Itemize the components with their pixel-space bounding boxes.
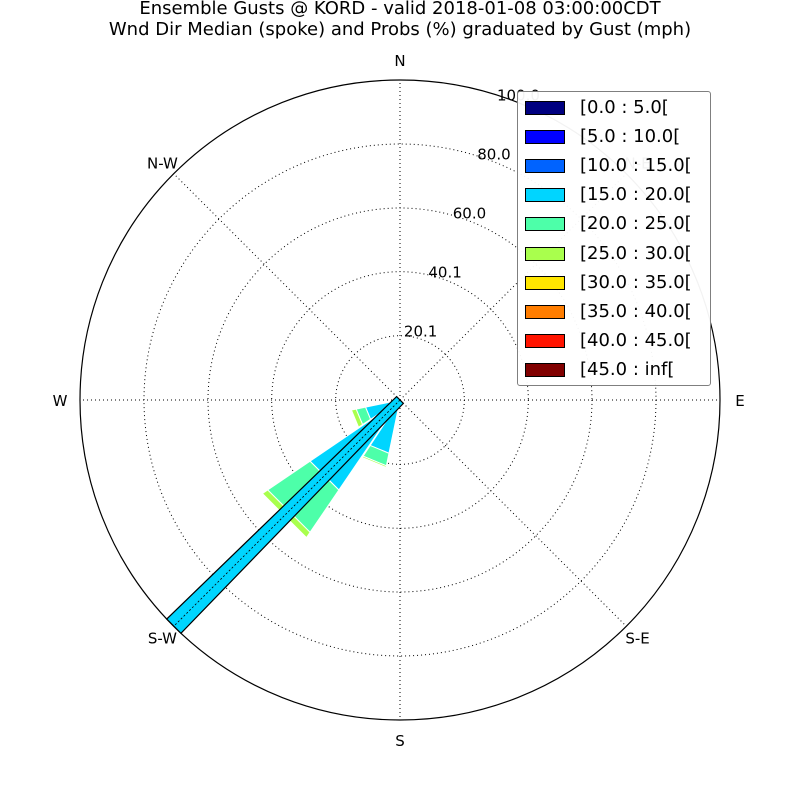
legend-swatch [525,275,565,290]
direction-label: N [394,52,405,70]
ring-gridline [207,207,593,593]
chart-subtitle: Wnd Dir Median (spoke) and Probs (%) gra… [108,19,692,40]
radial-gridline [173,173,401,401]
direction-label: S-E [625,630,649,648]
legend-entry: [20.0 : 25.0[ [525,213,692,235]
legend-swatch [525,334,565,349]
wind-sector-bar [350,408,364,428]
legend-label: [45.0 : inf[ [580,359,675,381]
legend-swatch [525,217,565,232]
radial-tick-label: 40.1 [428,263,461,281]
legend-label: [5.0 : 10.0[ [580,125,681,147]
legend-entry: [0.0 : 5.0[ [525,96,669,118]
legend-swatch [525,363,565,378]
radial-tick-label: 60.0 [453,205,486,223]
legend-entry: [10.0 : 15.0[ [525,154,692,176]
ring-gridline [143,143,657,657]
legend: [0.0 : 5.0[ [5.0 : 10.0[ [10.0 : 15.0[ [15.… [517,91,711,386]
legend-label: [10.0 : 15.0[ [580,154,692,176]
legend-label: [35.0 : 40.0[ [580,300,692,322]
direction-label: W [53,392,68,410]
legend-swatch [525,304,565,319]
direction-label: E [735,392,744,410]
chart-title: Ensemble Gusts @ KORD - valid 2018-01-08… [139,0,661,19]
direction-label: N-W [147,154,178,172]
legend-entry: [25.0 : 30.0[ [525,242,692,264]
ring-gridline [271,271,529,529]
radial-gridline [399,173,627,401]
direction-label: S-W [148,630,177,648]
legend-swatch [525,129,565,144]
legend-entry: [40.0 : 45.0[ [525,330,692,352]
legend-label: [25.0 : 30.0[ [580,242,692,264]
radial-tick-label: 20.1 [404,323,437,341]
direction-label: S [395,732,405,750]
legend-label: [15.0 : 20.0[ [580,184,692,206]
median-spoke-axis [173,399,401,627]
legend-swatch [525,188,565,203]
ring-gridline [335,335,465,465]
legend-label: [0.0 : 5.0[ [580,96,669,118]
legend-label: [40.0 : 45.0[ [580,330,692,352]
legend-swatch [525,246,565,261]
legend-label: [20.0 : 25.0[ [580,213,692,235]
wind-sector-bar [361,455,387,469]
median-spoke [165,395,405,635]
legend-entry: [15.0 : 20.0[ [525,184,692,206]
outer-circle [79,79,721,721]
legend-entry: [30.0 : 35.0[ [525,271,692,293]
legend-entry: [35.0 : 40.0[ [525,300,692,322]
radial-tick-label: 80.0 [477,145,510,163]
legend-entry: [5.0 : 10.0[ [525,125,681,147]
legend-label: [30.0 : 35.0[ [580,271,692,293]
radial-gridline [399,399,627,627]
legend-swatch [525,100,565,115]
legend-entry: [45.0 : inf[ [525,359,675,381]
legend-swatch [525,158,565,173]
